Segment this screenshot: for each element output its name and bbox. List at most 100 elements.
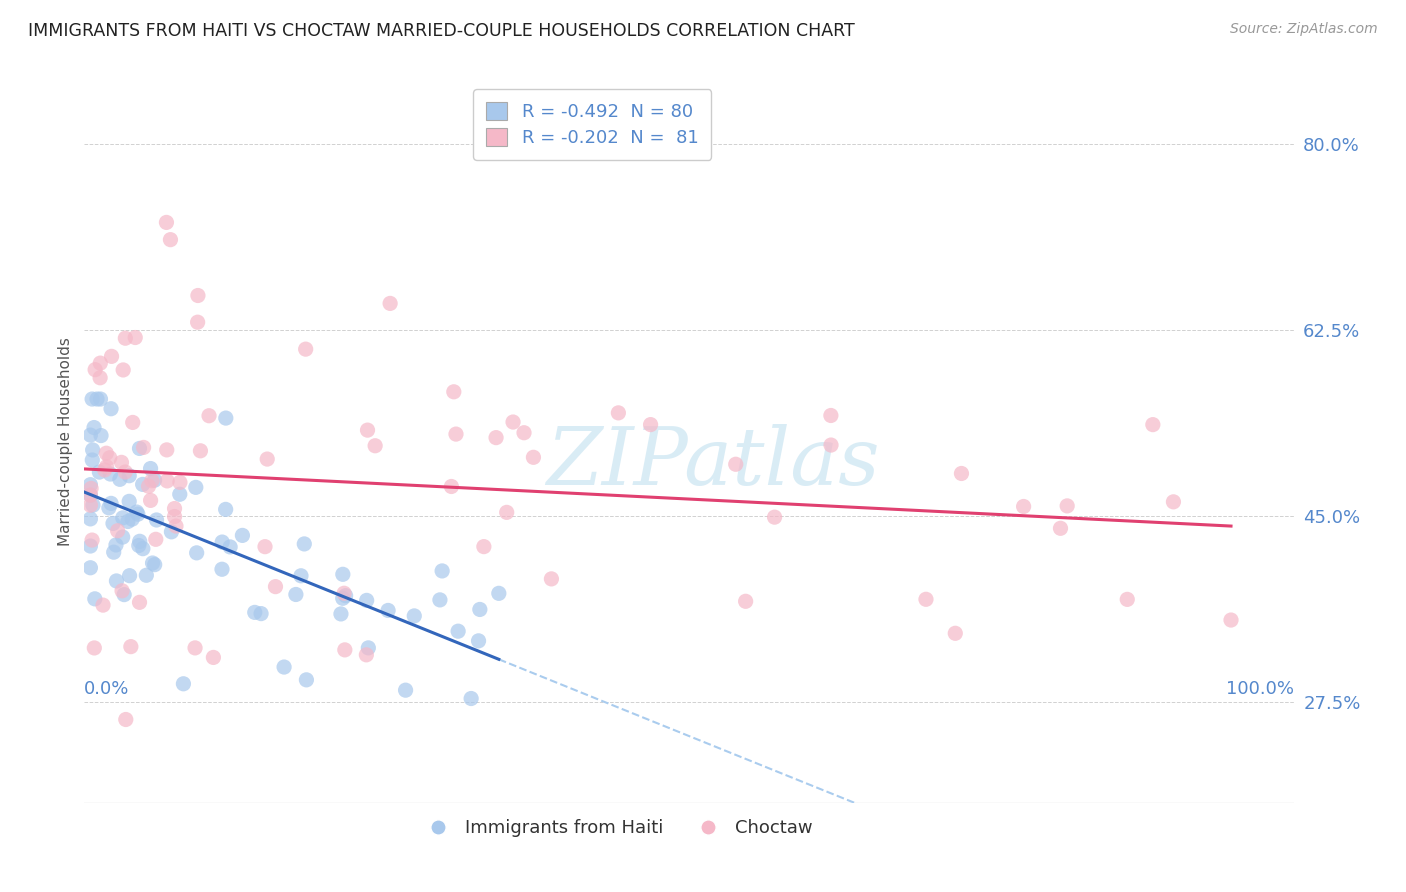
Point <box>82 498 104 512</box>
Point <box>488 586 510 600</box>
Point <box>90 428 112 442</box>
Point <box>132 441 155 455</box>
Point <box>96 459 118 474</box>
Point <box>160 524 183 539</box>
Point <box>294 342 316 356</box>
Point <box>114 713 136 727</box>
Point <box>333 586 356 600</box>
Point <box>256 452 278 467</box>
Point <box>80 482 103 496</box>
Point <box>763 510 786 524</box>
Text: Source: ZipAtlas.com: Source: ZipAtlas.com <box>1230 22 1378 37</box>
Point <box>915 592 938 607</box>
Point <box>190 443 212 458</box>
Point <box>111 530 134 544</box>
Point <box>1012 500 1035 514</box>
Point <box>215 411 238 425</box>
Point <box>443 384 465 399</box>
Point <box>132 541 155 556</box>
Point <box>1163 495 1185 509</box>
Point <box>112 363 135 377</box>
Point <box>522 450 544 465</box>
Legend: Immigrants from Haiti, Choctaw: Immigrants from Haiti, Choctaw <box>412 812 820 845</box>
Point <box>273 660 295 674</box>
Point <box>82 453 104 467</box>
Point <box>186 546 208 560</box>
Point <box>264 580 287 594</box>
Point <box>97 500 120 515</box>
Point <box>950 467 973 481</box>
Point <box>121 416 143 430</box>
Point <box>103 545 125 559</box>
Point <box>467 633 489 648</box>
Point <box>724 457 747 471</box>
Point <box>187 315 209 329</box>
Point <box>118 494 141 508</box>
Point <box>332 567 354 582</box>
Point <box>156 442 179 457</box>
Text: 100.0%: 100.0% <box>1226 680 1294 698</box>
Point <box>163 501 186 516</box>
Point <box>120 640 142 654</box>
Point <box>172 677 194 691</box>
Point <box>607 406 630 420</box>
Point <box>943 626 966 640</box>
Point <box>184 640 207 655</box>
Point <box>79 488 101 502</box>
Point <box>250 607 273 621</box>
Point <box>440 479 463 493</box>
Point <box>460 691 482 706</box>
Point <box>79 477 101 491</box>
Point <box>169 487 191 501</box>
Point <box>356 423 378 437</box>
Point <box>80 533 103 547</box>
Point <box>430 564 453 578</box>
Text: IMMIGRANTS FROM HAITI VS CHOCTAW MARRIED-COUPLE HOUSEHOLDS CORRELATION CHART: IMMIGRANTS FROM HAITI VS CHOCTAW MARRIED… <box>28 22 855 40</box>
Point <box>377 603 399 617</box>
Point <box>121 512 143 526</box>
Point <box>83 420 105 434</box>
Point <box>101 516 124 531</box>
Point <box>127 507 149 521</box>
Point <box>378 296 401 310</box>
Point <box>187 288 209 302</box>
Point <box>79 488 101 502</box>
Point <box>79 512 101 526</box>
Point <box>111 583 134 598</box>
Point <box>734 594 756 608</box>
Point <box>290 569 312 583</box>
Point <box>82 442 104 457</box>
Point <box>98 450 121 465</box>
Point <box>79 560 101 574</box>
Point <box>128 539 150 553</box>
Point <box>211 535 233 549</box>
Point <box>357 640 380 655</box>
Point <box>333 643 356 657</box>
Point <box>211 562 233 576</box>
Point <box>86 392 108 406</box>
Point <box>118 568 141 582</box>
Point <box>112 588 135 602</box>
Point <box>100 467 122 481</box>
Point <box>429 593 451 607</box>
Point <box>79 539 101 553</box>
Point <box>198 409 221 423</box>
Y-axis label: Married-couple Households: Married-couple Households <box>58 337 73 546</box>
Point <box>1220 613 1243 627</box>
Point <box>139 461 162 475</box>
Text: 0.0%: 0.0% <box>84 680 129 698</box>
Point <box>468 602 491 616</box>
Point <box>394 683 416 698</box>
Point <box>404 608 426 623</box>
Point <box>100 401 122 416</box>
Point <box>292 537 315 551</box>
Point <box>447 624 470 639</box>
Point <box>79 428 101 442</box>
Point <box>84 362 107 376</box>
Point <box>114 465 136 479</box>
Point <box>138 479 160 493</box>
Point <box>214 502 236 516</box>
Point <box>139 493 162 508</box>
Point <box>124 330 146 344</box>
Point <box>100 350 122 364</box>
